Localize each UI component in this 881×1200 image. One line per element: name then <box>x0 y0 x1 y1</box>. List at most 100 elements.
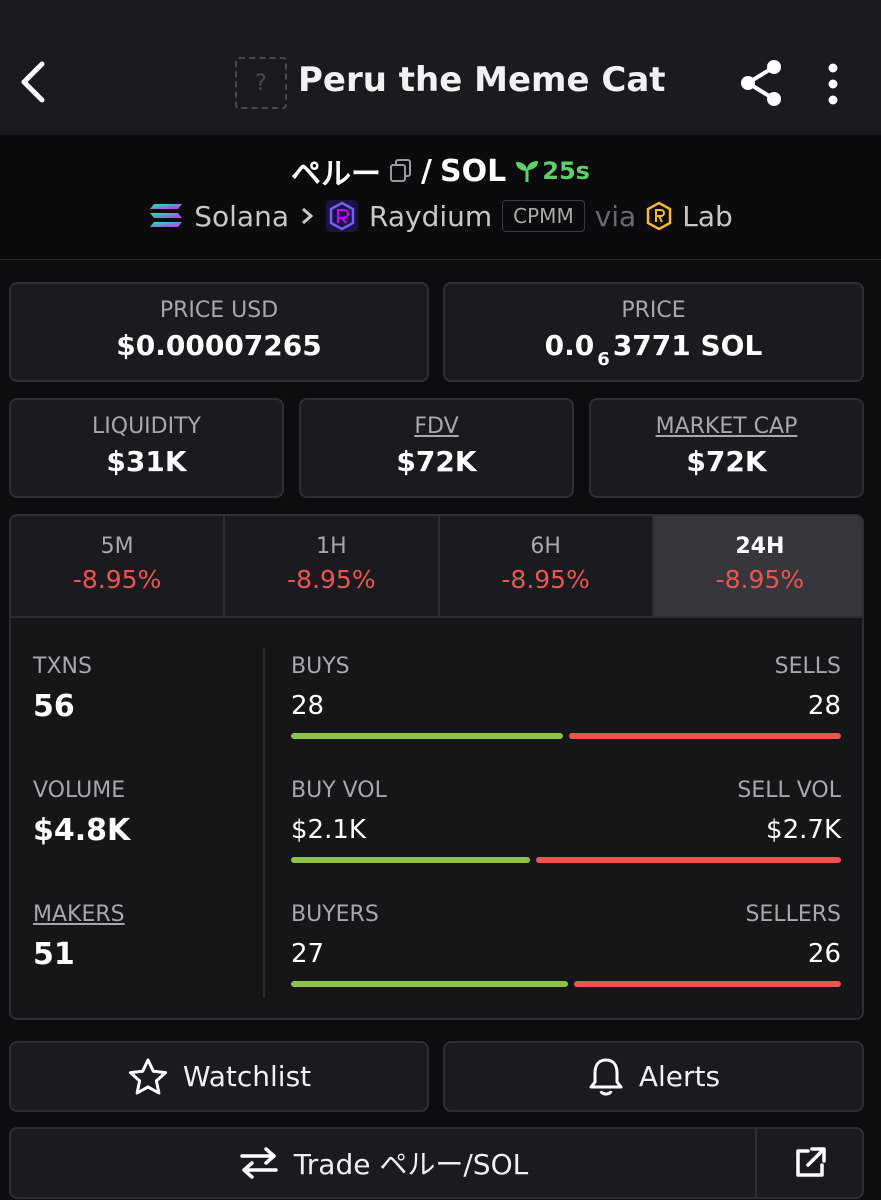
fdv-label[interactable]: FDV <box>414 414 459 439</box>
tab-1h-change: -8.95% <box>287 565 376 594</box>
star-icon <box>128 1058 167 1094</box>
app-bar: ? Peru the Meme Cat <box>0 20 881 135</box>
buy-vol-label: BUY VOL <box>291 778 387 803</box>
buys-sells-ratio-bar <box>291 733 841 739</box>
sellers-bar-segment <box>574 981 841 987</box>
swap-arrows-icon <box>240 1147 278 1179</box>
makers-stat[interactable]: MAKERS 51 <box>33 902 125 972</box>
buyers-value: 27 <box>291 939 325 969</box>
trade-button[interactable]: Trade ペルー/SOL <box>9 1127 757 1199</box>
fdv-value: $72K <box>396 445 477 478</box>
back-arrow-icon <box>21 61 45 103</box>
price-native-prefix: 0.0 <box>544 329 595 362</box>
status-bar <box>0 0 881 20</box>
sell-vol-bar-segment <box>536 857 841 863</box>
share-button[interactable] <box>738 58 784 108</box>
pair-header: ペルー / SOL 25s Solana <box>0 135 881 260</box>
tab-6h-label: 6H <box>530 534 561 559</box>
buyers-bar-segment <box>291 981 568 987</box>
back-button[interactable] <box>14 58 54 106</box>
dex-type-badge: CPMM <box>502 200 585 232</box>
chevron-right-icon <box>302 207 314 225</box>
tab-6h-change: -8.95% <box>501 565 590 594</box>
buy-vol-bar-segment <box>291 857 530 863</box>
fdv-card[interactable]: FDV $72K <box>299 398 574 498</box>
liquidity-card: LIQUIDITY $31K <box>9 398 284 498</box>
pair-line: ペルー / SOL 25s <box>0 149 881 193</box>
dex-link[interactable]: Raydium <box>369 199 493 233</box>
sell-vol-value: $2.7K <box>766 815 841 845</box>
makers-label[interactable]: MAKERS <box>33 902 125 927</box>
buyers-label: BUYERS <box>291 902 379 927</box>
market-cap-value: $72K <box>686 445 767 478</box>
trade-stats: TXNS 56 VOLUME $4.8K MAKERS 51 BUYS SELL… <box>11 620 862 1018</box>
pair-age-text: 25s <box>542 157 590 185</box>
makers-value: 51 <box>33 937 75 972</box>
market-cap-card[interactable]: MARKET CAP $72K <box>589 398 864 498</box>
alerts-button[interactable]: Alerts <box>443 1041 864 1112</box>
pair-age: 25s <box>514 157 590 185</box>
price-native-label: PRICE <box>621 298 686 323</box>
timeframe-stats-panel: 5M -8.95% 1H -8.95% 6H -8.95% 24H -8.95%… <box>9 514 864 1020</box>
txns-stat: TXNS 56 <box>33 654 92 724</box>
tab-5m-label: 5M <box>100 534 134 559</box>
price-native-suffix: 3771 SOL <box>612 329 763 362</box>
sells-bar-segment <box>569 733 841 739</box>
bell-icon <box>589 1058 623 1095</box>
page-title: Peru the Meme Cat <box>298 60 666 100</box>
tab-5m[interactable]: 5M -8.95% <box>11 516 226 616</box>
via-label: via <box>594 199 637 233</box>
tab-1h-label: 1H <box>316 534 347 559</box>
price-usd-card: PRICE USD $0.00007265 <box>9 282 429 382</box>
tab-6h[interactable]: 6H -8.95% <box>439 516 654 616</box>
volume-value: $4.8K <box>33 813 131 848</box>
sells-label: SELLS <box>774 654 841 679</box>
base-token-symbol: ペルー <box>291 157 382 192</box>
sells-value: 28 <box>807 691 841 721</box>
watchlist-label: Watchlist <box>182 1060 312 1093</box>
tab-1h[interactable]: 1H -8.95% <box>225 516 440 616</box>
watchlist-button[interactable]: Watchlist <box>9 1041 429 1112</box>
price-native-card: PRICE 0.0 6 3771 SOL <box>443 282 864 382</box>
tab-24h-label: 24H <box>735 534 785 559</box>
buy-sell-volume-ratio-bar <box>291 857 841 863</box>
tab-5m-change: -8.95% <box>72 565 162 594</box>
launchpad-icon <box>646 201 672 231</box>
more-options-button[interactable] <box>818 62 848 106</box>
open-external-button[interactable] <box>755 1127 864 1199</box>
volume-label: VOLUME <box>33 778 126 803</box>
timeframe-tabs: 5M -8.95% 1H -8.95% 6H -8.95% 24H -8.95% <box>11 516 862 618</box>
buy-vol-value: $2.1K <box>291 815 366 845</box>
txns-value: 56 <box>33 689 75 724</box>
txns-label: TXNS <box>33 654 92 679</box>
sell-vol-label: SELL VOL <box>737 778 841 803</box>
price-usd-label: PRICE USD <box>159 298 279 323</box>
stats-divider <box>263 648 265 998</box>
price-native-zero-count: 6 <box>597 349 610 370</box>
buys-sells-stat: BUYS SELLS 28 28 <box>291 654 841 739</box>
alerts-label: Alerts <box>638 1060 721 1093</box>
buys-bar-segment <box>291 733 563 739</box>
trade-label: Trade ペルー/SOL <box>293 1148 529 1181</box>
more-vertical-icon <box>828 63 838 105</box>
launchpad-link[interactable]: Lab <box>682 199 733 233</box>
price-native-value: 0.0 6 3771 SOL <box>445 329 862 370</box>
external-link-icon <box>795 1147 826 1177</box>
market-cap-label[interactable]: MARKET CAP <box>655 414 798 439</box>
copy-icon[interactable] <box>389 158 413 184</box>
buys-value: 28 <box>291 691 325 721</box>
solana-icon <box>150 204 183 227</box>
sprout-icon <box>516 161 539 182</box>
tab-24h[interactable]: 24H -8.95% <box>653 516 862 616</box>
buy-sell-volume-stat: BUY VOL SELL VOL $2.1K $2.7K <box>291 778 841 863</box>
chain-breadcrumb: Solana Raydium CPMM via Lab <box>0 199 881 233</box>
raydium-icon <box>326 200 358 232</box>
liquidity-label: LIQUIDITY <box>92 414 201 439</box>
sellers-value: 26 <box>807 939 841 969</box>
chain-link[interactable]: Solana <box>194 199 289 233</box>
buyers-sellers-stat: BUYERS SELLERS 27 26 <box>291 902 841 987</box>
tab-24h-change: -8.95% <box>715 565 805 594</box>
volume-stat: VOLUME $4.8K <box>33 778 130 848</box>
price-usd-value: $0.00007265 <box>116 329 322 362</box>
liquidity-value: $31K <box>106 445 187 478</box>
